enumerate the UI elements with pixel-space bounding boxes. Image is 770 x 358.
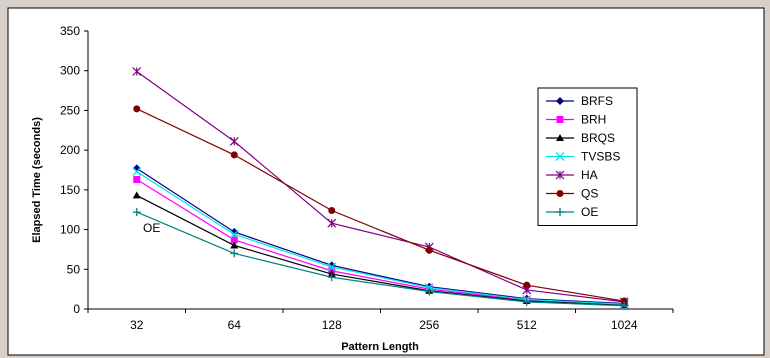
data-point-qs (523, 281, 531, 289)
x-axis-title: Pattern Length (341, 341, 419, 353)
legend-label-brqs: BRQS (581, 131, 615, 145)
data-point-ha (229, 136, 239, 146)
legend: BRFS BRH BRQS TVSBS HA QS OE (537, 87, 638, 226)
x-tick-label: 128 (322, 318, 342, 332)
y-tick-label: 150 (60, 183, 80, 197)
data-point-oe (425, 287, 434, 296)
data-point-tvsbs (229, 229, 239, 239)
legend-item-tvsbs: TVSBS (546, 150, 620, 164)
y-tick-label: 100 (60, 223, 80, 237)
data-point-ha (132, 67, 142, 76)
data-point-brfs (230, 227, 239, 236)
x-tick-label: 256 (419, 318, 439, 332)
series-line-tvsbs (136, 171, 625, 305)
legend-item-brfs: BRFS (546, 94, 613, 108)
data-point-qs (620, 297, 628, 305)
data-point-qs (230, 151, 238, 159)
legend-item-oe: OE (546, 205, 598, 219)
series-oe (132, 208, 629, 310)
legend-label-ha: HA (581, 168, 598, 182)
data-point-brh (133, 176, 141, 184)
legend-marker-brqs (556, 134, 564, 141)
x-tick-label: 1024 (611, 318, 638, 332)
legend-marker-oe (556, 208, 564, 216)
x-tick-label: 512 (517, 318, 537, 332)
data-point-qs (425, 246, 433, 254)
series-line-qs (136, 108, 625, 302)
legend-label-oe: OE (581, 205, 598, 219)
series-qs (133, 105, 628, 305)
y-tick-label: 0 (73, 302, 80, 316)
legend-marker-ha (555, 170, 565, 180)
legend-label-brh: BRH (581, 113, 606, 127)
data-point-tvsbs (327, 262, 337, 272)
data-point-oe (132, 208, 141, 217)
data-point-qs (133, 105, 141, 113)
data-point-brqs (230, 241, 239, 249)
legend-item-qs: QS (546, 187, 598, 201)
y-axis-title: Elapsed Time (seconds) (31, 117, 43, 243)
data-point-brh (230, 236, 238, 244)
x-tick-label: 64 (228, 318, 242, 332)
legend-box (537, 87, 638, 226)
chart-area (7, 7, 765, 356)
data-point-oe (230, 249, 239, 258)
data-point-oe (327, 273, 336, 282)
series-line-ha (136, 71, 625, 303)
data-point-ha (327, 218, 337, 228)
y-tick-label: 350 (60, 24, 80, 38)
series-line-oe (136, 211, 625, 307)
oe-annotation: OE (143, 221, 160, 235)
series-layer (132, 67, 629, 310)
legend-marker-brfs (556, 97, 564, 105)
series-line-brh (136, 179, 625, 305)
series-line-brfs (136, 167, 625, 305)
data-point-brqs (132, 191, 141, 199)
data-point-qs (328, 207, 336, 215)
y-tick-label: 300 (60, 64, 80, 78)
legend-label-brfs: BRFS (581, 94, 613, 108)
y-tick-label: 50 (67, 262, 81, 276)
legend-marker-qs (556, 190, 564, 197)
axes: 0 50 100 150 200 250 300 350 32 64 128 256 512 1024 (60, 24, 674, 332)
data-point-oe (522, 297, 531, 306)
legend-item-brqs: BRQS (546, 131, 615, 145)
legend-label-qs: QS (581, 187, 598, 201)
y-axis-title-group: Elapsed Time (seconds) (31, 117, 43, 243)
x-tick-label: 32 (130, 318, 144, 332)
y-tick-label: 250 (60, 103, 80, 117)
legend-label-tvsbs: TVSBS (581, 150, 620, 164)
legend-marker-tvsbs (555, 152, 565, 161)
legend-marker-brh (556, 116, 564, 123)
data-point-tvsbs (132, 167, 142, 177)
data-point-oe (620, 301, 629, 310)
legend-item-ha: HA (546, 168, 598, 182)
series-line-brqs (136, 194, 625, 306)
legend-item-brh: BRH (546, 113, 606, 127)
y-tick-label: 200 (60, 143, 80, 157)
